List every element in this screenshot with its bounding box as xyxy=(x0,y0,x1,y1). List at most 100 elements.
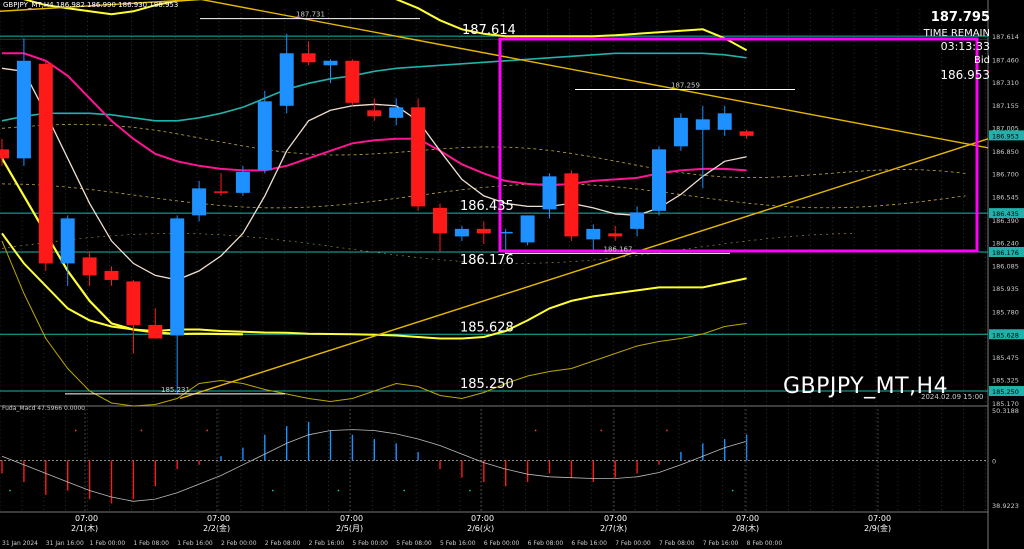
price-tag xyxy=(989,385,1024,396)
x-tick-label: 7 Feb 16:00 xyxy=(703,540,739,547)
x-session-date: 2/1(木) xyxy=(71,523,98,533)
candle-body xyxy=(389,107,404,118)
x-tick-label: 2 Feb 00:00 xyxy=(221,540,257,547)
annotation-label: 185.231 xyxy=(161,386,190,394)
x-session-date: 2/5(月) xyxy=(336,524,363,533)
indicator-dot xyxy=(337,489,340,492)
x-tick-label: 6 Feb 00:00 xyxy=(484,540,520,547)
candle-body xyxy=(257,101,272,171)
y-tick-label: 187.005 xyxy=(992,125,1019,133)
price-tag xyxy=(989,208,1024,219)
x-tick-label: 6 Feb 16:00 xyxy=(571,540,607,547)
symbol-watermark: GBPJPY_MT,H4 xyxy=(783,374,949,399)
price-tag xyxy=(989,329,1024,340)
x-tick-label: 8 Feb 00:00 xyxy=(747,540,783,547)
x-session-time: 07:00 xyxy=(340,514,363,523)
candle-body xyxy=(214,191,228,193)
x-session-time: 07:00 xyxy=(604,514,627,523)
x-tick-label: 5 Feb 16:00 xyxy=(440,540,476,547)
indicator-dot xyxy=(9,489,11,492)
candle-body xyxy=(673,117,688,147)
x-tick-label: 5 Feb 00:00 xyxy=(352,540,388,547)
y-tick-label: 185.170 xyxy=(992,400,1019,408)
price-tag xyxy=(989,247,1024,258)
candle-body xyxy=(542,176,557,210)
trend-line-up xyxy=(179,138,989,400)
candle-body xyxy=(739,131,754,136)
price-tag xyxy=(989,130,1024,141)
indicator-dot xyxy=(206,429,209,432)
x-session-time: 07:00 xyxy=(736,514,759,523)
x-session-date: 2/9(金) xyxy=(864,523,891,533)
y-tick-label: 186.700 xyxy=(992,170,1019,178)
x-tick-label: 31 Jan 16:00 xyxy=(46,540,84,547)
candle-body xyxy=(82,257,97,276)
indicator-tick-label: 0 xyxy=(992,458,996,466)
candle-body xyxy=(0,149,9,159)
datetime-label: 2024.02.09 15:00 xyxy=(921,393,984,401)
bid-label: Bid xyxy=(974,55,990,66)
candle-body xyxy=(411,107,426,207)
indicator-dot xyxy=(403,489,406,492)
y-tick-label: 186.085 xyxy=(992,263,1019,271)
y-tick-label: 186.240 xyxy=(992,239,1019,247)
ma-pink xyxy=(2,52,747,187)
annotation-label: 187.259 xyxy=(671,81,700,89)
highlight-box xyxy=(498,37,979,253)
indicator-dot xyxy=(731,489,734,492)
candle-body xyxy=(476,228,491,234)
x-session-date: 2/8(木) xyxy=(732,523,759,533)
candle-body xyxy=(608,233,623,237)
y-tick-label: 185.628 xyxy=(992,331,1019,339)
bid-value: 186.953 xyxy=(940,68,990,82)
x-tick-label: 2 Feb 08:00 xyxy=(265,540,301,547)
indicator-tick-label: 50.3188 xyxy=(992,407,1019,415)
candle-body xyxy=(301,53,316,63)
x-session-time: 07:00 xyxy=(471,514,494,523)
candle-body xyxy=(126,281,141,325)
candle-body xyxy=(323,60,338,66)
x-session-date: 2/7(水) xyxy=(600,523,627,533)
candle-body xyxy=(586,228,601,240)
current-price: 187.795 xyxy=(930,10,990,25)
annotation-label: 186.167 xyxy=(604,245,633,253)
y-tick-label: 185.780 xyxy=(992,308,1019,316)
indicator-tick-label: 38.9223 xyxy=(992,502,1019,510)
x-session-time: 07:00 xyxy=(207,514,230,523)
indicator-dot xyxy=(140,429,143,432)
cloud-line xyxy=(1,123,966,179)
x-session-time: 07:00 xyxy=(75,514,98,523)
ma-cyan xyxy=(1,52,747,122)
candle-body xyxy=(520,215,535,243)
candle-body xyxy=(38,63,53,264)
candle-body xyxy=(192,188,207,216)
bollinger-lower-2 xyxy=(1,240,747,407)
candle-body xyxy=(60,218,75,264)
x-tick-label: 7 Feb 08:00 xyxy=(659,540,695,547)
candle-body xyxy=(279,53,294,106)
y-tick-label: 187.155 xyxy=(992,102,1019,110)
indicator-dot xyxy=(666,429,668,432)
y-tick-label: 186.390 xyxy=(992,217,1019,225)
x-session-time: 07:00 xyxy=(868,514,891,523)
candle-body xyxy=(695,119,710,130)
y-tick-label: 185.325 xyxy=(992,377,1019,385)
y-tick-label: 187.614 xyxy=(992,33,1019,41)
level-label: 186.435 xyxy=(460,199,514,214)
candle-body xyxy=(433,207,447,234)
y-tick-label: 185.475 xyxy=(992,354,1019,362)
candle-body xyxy=(104,270,119,280)
cloud-line xyxy=(1,183,966,209)
x-tick-label: 6 Feb 08:00 xyxy=(528,540,564,547)
indicator-dot xyxy=(74,429,77,432)
annotation-label: 187.731 xyxy=(296,11,325,19)
time-remain-label: TIME REMAIN xyxy=(923,28,990,39)
trend-line-down xyxy=(200,0,989,149)
y-tick-label: 186.176 xyxy=(992,249,1019,257)
candle-body xyxy=(345,60,360,103)
level-label: 186.176 xyxy=(460,253,514,268)
bollinger-upper xyxy=(23,0,748,52)
indicator-dot xyxy=(534,429,537,432)
x-tick-label: 1 Feb 16:00 xyxy=(177,540,213,547)
